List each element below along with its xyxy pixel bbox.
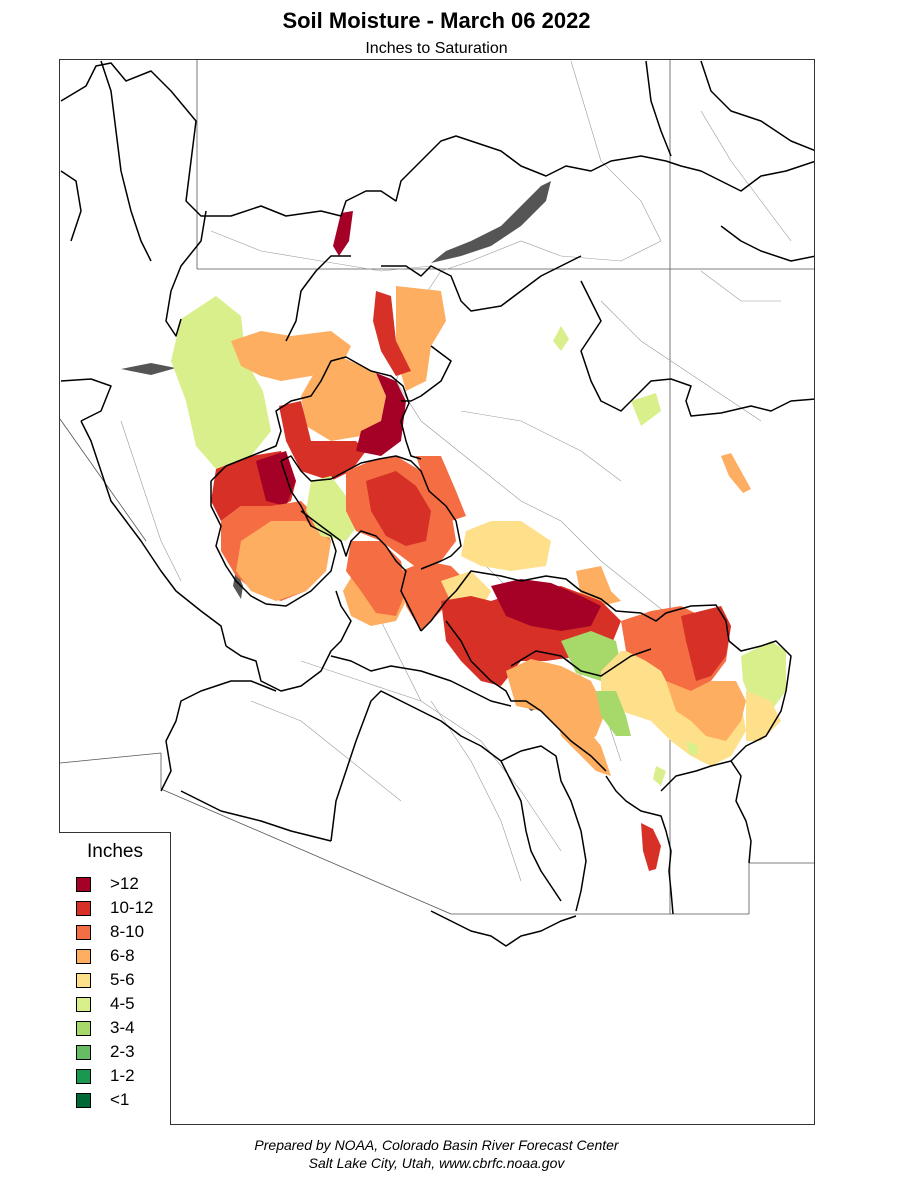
legend-swatch [76, 1068, 91, 1084]
map-legend: Inches >12 10-12 8-10 6-8 5-6 4-5 3-4 2-… [59, 832, 171, 1125]
legend-swatch [76, 876, 91, 892]
basin-boundaries [60, 60, 814, 947]
legend-item: 8-10 [76, 922, 144, 942]
legend-label: >12 [110, 874, 139, 893]
legend-label: 1-2 [110, 1066, 135, 1085]
legend-item: 3-4 [76, 1018, 135, 1038]
legend-item: >12 [76, 874, 139, 894]
legend-swatch [76, 1044, 91, 1060]
legend-item: 4-5 [76, 994, 135, 1014]
legend-swatch [76, 1092, 91, 1108]
legend-swatch [76, 900, 91, 916]
legend-swatch [76, 948, 91, 964]
legend-item: 5-6 [76, 970, 135, 990]
legend-swatch [76, 1020, 91, 1036]
legend-title: Inches [87, 841, 143, 862]
legend-label: 5-6 [110, 970, 135, 989]
legend-label: 8-10 [110, 922, 145, 941]
legend-item: 2-3 [76, 1042, 135, 1062]
legend-item: 1-2 [76, 1066, 135, 1086]
legend-swatch [76, 996, 91, 1012]
legend-label: 2-3 [110, 1042, 135, 1061]
legend-label: 4-5 [110, 994, 135, 1013]
map-canvas [60, 60, 814, 947]
credit-line-1: Prepared by NOAA, Colorado Basin River F… [254, 1137, 619, 1153]
soil-moisture-map [59, 59, 815, 1125]
legend-item: 10-12 [76, 898, 153, 918]
legend-label: <1 [110, 1090, 130, 1109]
legend-label: 10-12 [110, 898, 154, 917]
credit-line-2: Salt Lake City, Utah, www.cbrfc.noaa.gov [308, 1155, 565, 1171]
legend-label: 6-8 [110, 946, 135, 965]
legend-item: <1 [76, 1090, 129, 1110]
map-subtitle: Inches to Saturation [365, 40, 508, 57]
state-boundaries [60, 60, 814, 915]
legend-label: 3-4 [110, 1018, 135, 1037]
legend-item: 6-8 [76, 946, 135, 966]
map-title: Soil Moisture - March 06 2022 [282, 8, 591, 33]
legend-swatch [76, 972, 91, 988]
soil-moisture-zones [171, 211, 786, 871]
legend-swatch [76, 924, 91, 940]
